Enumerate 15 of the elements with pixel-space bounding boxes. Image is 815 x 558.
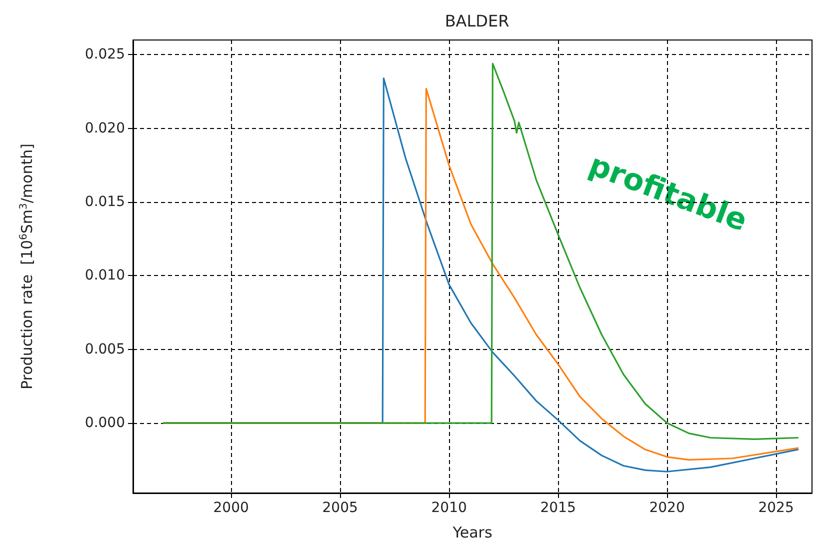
y-tick-label: 0.020 [84,120,125,136]
x-tick-label: 2020 [649,500,685,516]
x-tick-label: 2015 [540,500,576,516]
y-tick-label: 0.000 [84,415,125,432]
chart-title: BALDER [444,12,510,30]
y-tick-label: 0.005 [84,341,125,358]
y-tick-label: 0.010 [84,268,125,284]
y-tick-label: 0.025 [84,46,125,63]
x-tick-label: 2005 [322,500,358,516]
x-axis-title: Years [452,524,492,542]
x-tick-label: 2000 [213,500,249,516]
y-axis-title: Production rate [106Sm3/month] [18,144,36,390]
x-tick-label: 2010 [431,500,467,516]
x-tick-label: 2025 [758,500,794,516]
y-tick-label: 0.015 [84,194,125,210]
